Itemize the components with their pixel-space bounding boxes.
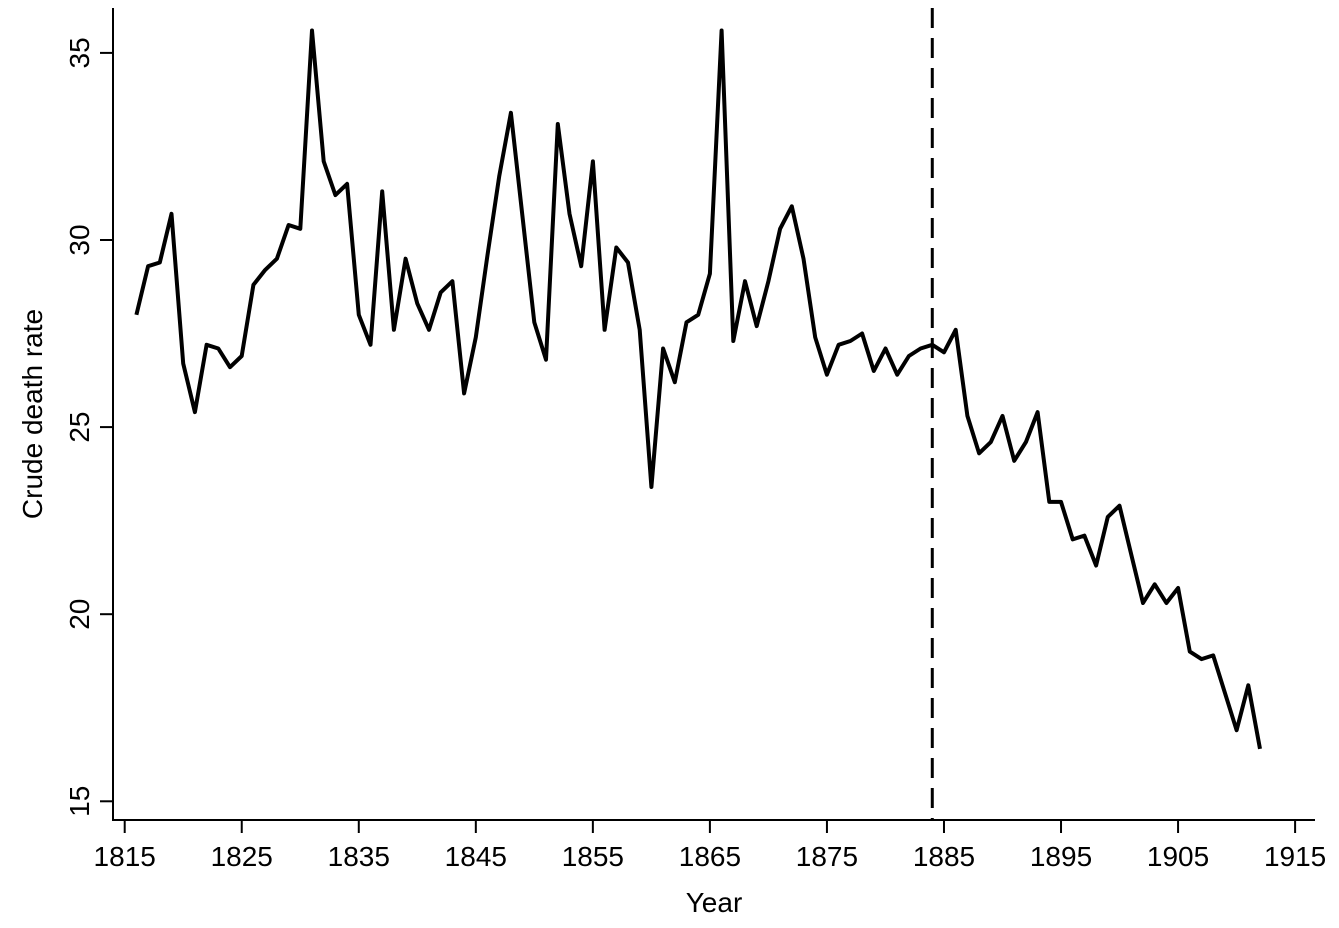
x-tick-label: 1865 (679, 841, 741, 872)
x-tick-label: 1855 (562, 841, 624, 872)
x-axis-label: Year (686, 887, 743, 918)
x-tick-label: 1815 (94, 841, 156, 872)
y-tick-label: 35 (64, 37, 95, 68)
y-tick-label: 30 (64, 224, 95, 255)
x-tick-label: 1875 (796, 841, 858, 872)
x-tick-label: 1905 (1147, 841, 1209, 872)
x-tick-label: 1915 (1264, 841, 1326, 872)
data-line (134, 28, 1262, 750)
x-tick-label: 1895 (1030, 841, 1092, 872)
y-tick-label: 20 (64, 599, 95, 630)
y-tick-label: 25 (64, 412, 95, 443)
x-tick-label: 1845 (445, 841, 507, 872)
x-tick-label: 1835 (328, 841, 390, 872)
x-tick-label: 1825 (211, 841, 273, 872)
y-tick-label: 15 (64, 786, 95, 817)
x-tick-label: 1885 (913, 841, 975, 872)
y-axis-label: Crude death rate (17, 309, 48, 519)
